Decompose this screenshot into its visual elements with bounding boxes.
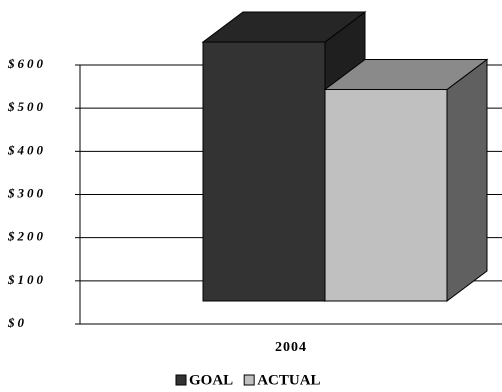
legend-label: GOAL (189, 372, 233, 388)
legend-label: ACTUAL (257, 372, 320, 388)
bar-side (446, 58, 488, 302)
y-tick-label: $600 (7, 56, 46, 71)
x-tick-label: 2004 (275, 340, 307, 355)
y-tick-label: $400 (7, 142, 46, 157)
legend-swatch (243, 374, 255, 386)
bar (324, 88, 448, 302)
legend-swatch (175, 374, 187, 386)
y-tick-label: $500 (7, 99, 46, 114)
y-tick-label: $100 (7, 272, 46, 287)
y-tick-label: $300 (7, 185, 46, 200)
y-tick-label: $0 (7, 315, 27, 330)
bar (202, 41, 326, 302)
y-tick-label: $200 (7, 229, 46, 244)
